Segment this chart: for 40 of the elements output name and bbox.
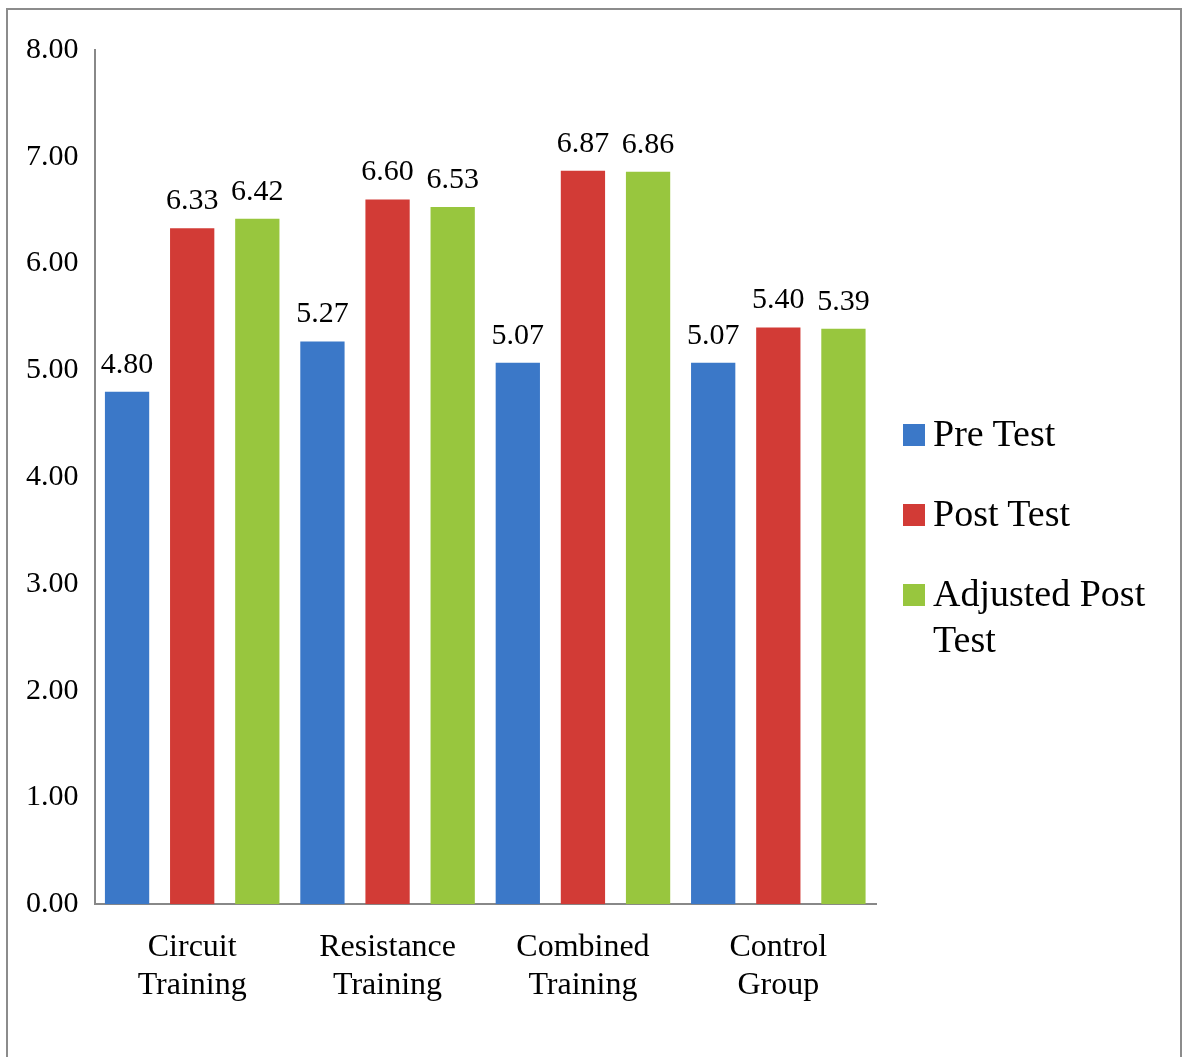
data-label: 6.42 [231,172,284,206]
data-label: 6.86 [621,125,675,159]
y-tick-label: 6.00 [26,244,79,278]
data-label: 6.87 [556,124,610,158]
data-label: 5.27 [296,295,349,329]
y-tick-label: 2.00 [26,671,79,705]
y-tick-label: 0.00 [26,885,79,919]
x-tick-label: Combined Training [516,926,650,1002]
y-tick-label: 4.00 [26,457,79,491]
bar [235,218,280,905]
y-tick-label: 3.00 [26,564,79,598]
x-tick-label: Circuit Training [137,926,247,1002]
bar [625,171,671,905]
bar [756,327,801,905]
bar [691,362,736,905]
legend-label: Pre Test [933,411,1056,456]
data-label: 5.07 [686,316,740,350]
bar [365,199,410,905]
legend-label: Post Test [933,491,1071,536]
data-label: 6.53 [426,160,479,194]
data-label: 6.60 [361,153,414,187]
data-label: 5.40 [752,281,805,315]
y-tick-label: 5.00 [26,351,79,385]
data-label: 5.07 [491,316,545,350]
data-label: 4.80 [100,345,154,379]
bar [560,170,606,905]
data-label: 6.33 [165,182,219,216]
x-tick-label: Resistance Training [319,926,456,1002]
bar [300,341,345,905]
bar [821,328,866,905]
y-tick-label: 7.00 [26,137,79,171]
bar [170,228,215,905]
x-tick-label: Control Group [729,926,828,1002]
bar [430,206,475,905]
data-label: 5.39 [817,282,870,316]
bar [104,391,150,905]
y-tick-label: 1.00 [26,778,79,812]
y-tick-label: 8.00 [26,30,79,64]
bar [495,362,540,905]
legend-label: Adjusted Post Test [933,571,1147,662]
